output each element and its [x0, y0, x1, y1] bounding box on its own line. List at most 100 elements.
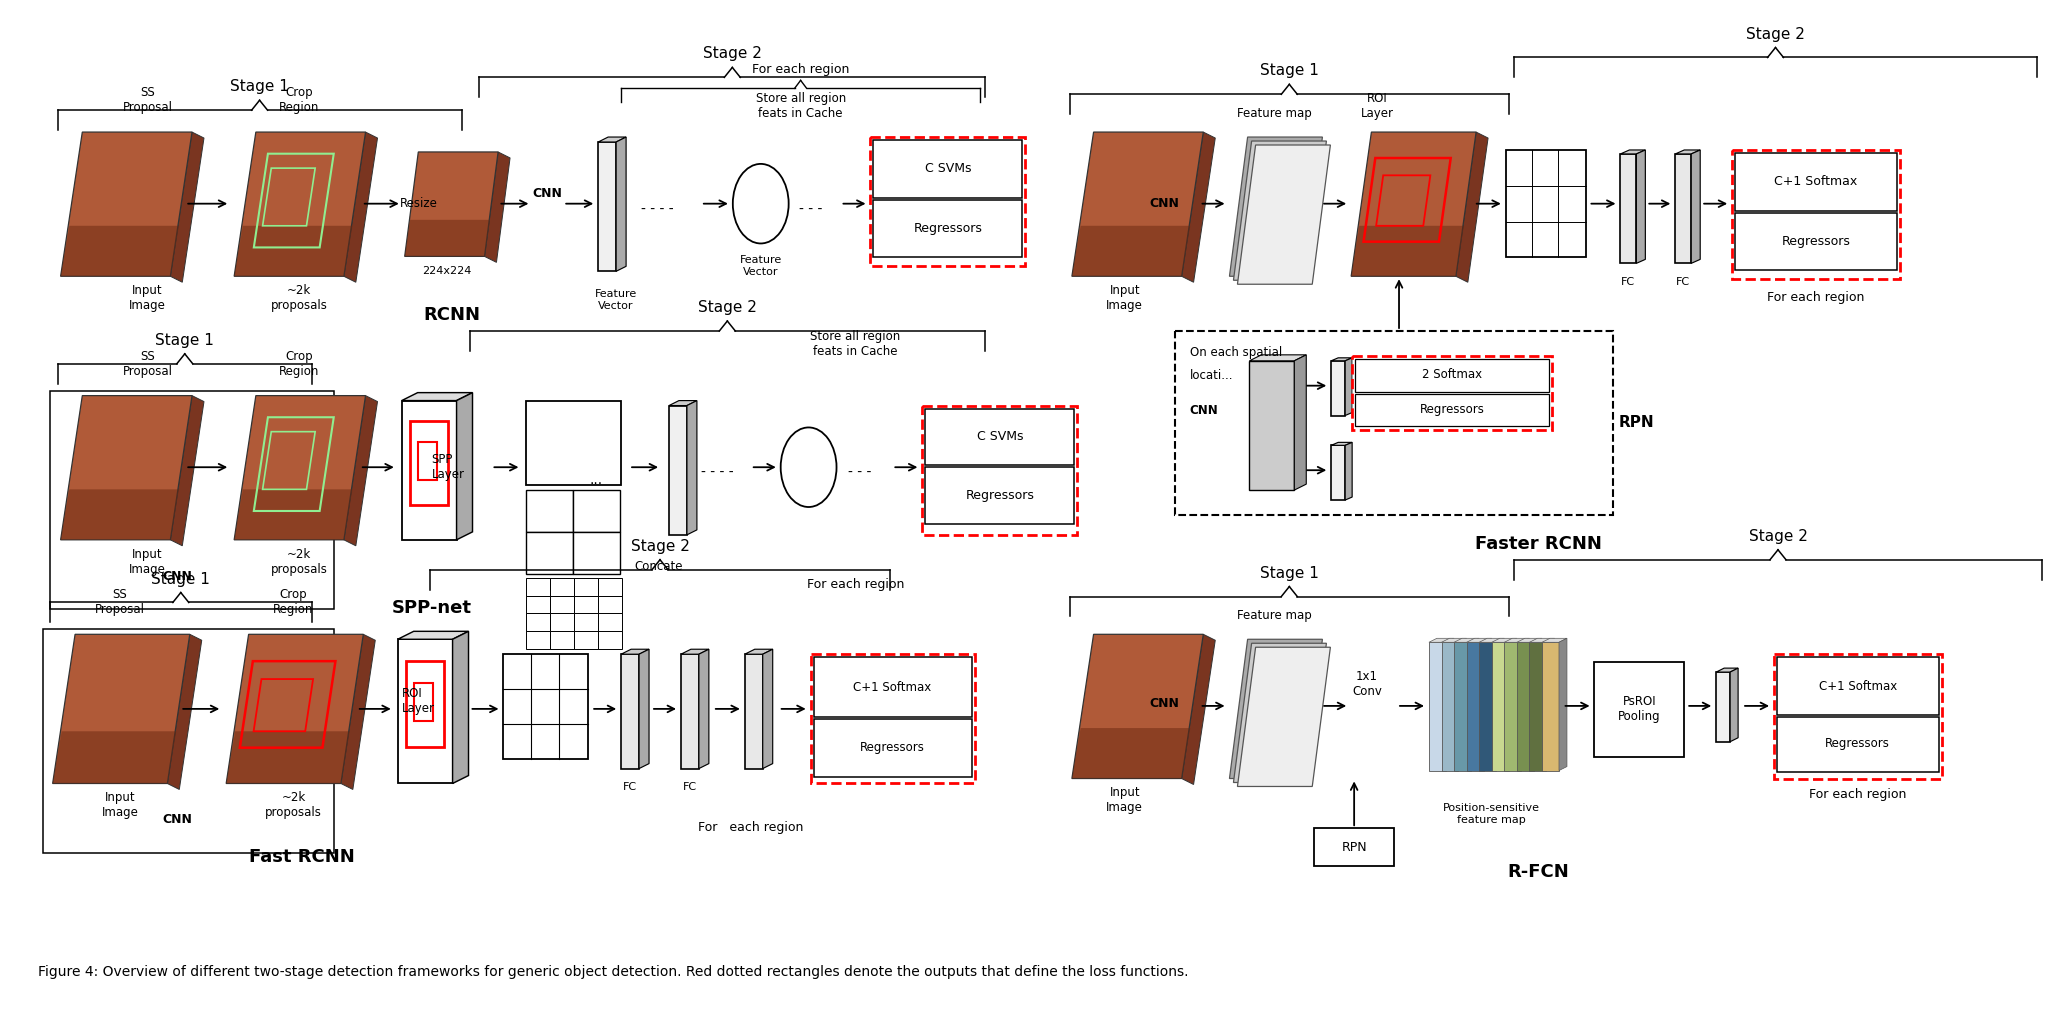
Text: ROI
Layer: ROI Layer [401, 687, 434, 715]
Text: CNN: CNN [163, 570, 192, 582]
Text: - - -: - - - [798, 201, 821, 215]
Bar [1249, 361, 1295, 490]
Text: R-FCN: R-FCN [1508, 863, 1570, 881]
Polygon shape [1491, 638, 1516, 642]
Bar [409, 422, 449, 505]
Text: Feature map: Feature map [1237, 610, 1311, 623]
Polygon shape [457, 392, 472, 539]
Polygon shape [405, 152, 498, 256]
Bar [503, 654, 587, 759]
Text: Stage 1: Stage 1 [151, 572, 211, 586]
Polygon shape [1731, 669, 1737, 742]
Bar [1594, 662, 1683, 757]
Bar [550, 595, 575, 614]
Text: ~2k
proposals: ~2k proposals [271, 548, 327, 576]
Polygon shape [1466, 638, 1491, 642]
Polygon shape [405, 219, 490, 256]
Bar [598, 631, 622, 649]
Polygon shape [1350, 132, 1477, 276]
Text: SS
Proposal: SS Proposal [95, 588, 145, 617]
Polygon shape [453, 631, 469, 783]
Text: Stage 1: Stage 1 [1259, 63, 1319, 78]
Bar [1175, 331, 1613, 515]
Text: Stage 2: Stage 2 [1750, 528, 1807, 544]
Bar [1675, 154, 1692, 263]
Polygon shape [1510, 638, 1516, 770]
Bar [1735, 212, 1896, 270]
Polygon shape [1470, 638, 1479, 770]
Polygon shape [225, 732, 349, 783]
Bar [1332, 445, 1344, 500]
Polygon shape [1237, 145, 1330, 284]
Text: 224x224: 224x224 [422, 266, 472, 276]
Bar [811, 654, 976, 783]
Polygon shape [1071, 226, 1191, 276]
Polygon shape [668, 400, 697, 405]
Text: Figure 4: Overview of different two-stage detection frameworks for generic objec: Figure 4: Overview of different two-stag… [37, 965, 1189, 979]
Polygon shape [1344, 358, 1352, 416]
Polygon shape [1543, 638, 1568, 642]
Bar [527, 531, 573, 574]
Text: ~2k
proposals: ~2k proposals [265, 791, 323, 820]
Polygon shape [1675, 150, 1700, 154]
Text: For each region: For each region [753, 63, 850, 76]
Polygon shape [598, 137, 627, 142]
Text: locati...: locati... [1189, 369, 1233, 382]
Bar [924, 408, 1073, 465]
Polygon shape [1454, 638, 1479, 642]
Bar [1776, 717, 1938, 771]
Bar [1506, 150, 1586, 257]
Text: FC: FC [1621, 277, 1636, 288]
Text: SS
Proposal: SS Proposal [122, 350, 172, 378]
Text: CNN: CNN [1189, 404, 1218, 417]
Text: Concate: Concate [635, 560, 682, 573]
Polygon shape [1344, 442, 1352, 500]
Bar [873, 140, 1022, 198]
Polygon shape [1332, 442, 1352, 445]
Text: Regressors: Regressors [966, 489, 1034, 502]
Polygon shape [343, 395, 378, 546]
Text: 1x1
Conv: 1x1 Conv [1352, 670, 1381, 698]
Ellipse shape [732, 164, 788, 244]
Text: Stage 1: Stage 1 [155, 333, 215, 347]
Bar [1315, 828, 1394, 866]
Text: Crop
Region: Crop Region [273, 588, 314, 617]
Bar [871, 137, 1026, 266]
Bar [575, 578, 598, 595]
Polygon shape [234, 132, 366, 276]
Text: - - - -: - - - - [701, 465, 734, 480]
Bar [527, 578, 550, 595]
Text: Input
Image: Input Image [101, 791, 139, 820]
Bar [527, 490, 573, 531]
Bar [1355, 359, 1549, 391]
Bar [744, 654, 763, 768]
Text: - - -: - - - [848, 465, 873, 480]
Text: FC: FC [682, 782, 697, 792]
Polygon shape [484, 152, 511, 262]
Text: C+1 Softmax: C+1 Softmax [1774, 176, 1857, 188]
Polygon shape [699, 649, 709, 768]
Text: CNN: CNN [531, 187, 562, 200]
Ellipse shape [782, 428, 838, 507]
Text: CNN: CNN [163, 814, 192, 826]
Bar [575, 631, 598, 649]
Text: Input
Image: Input Image [128, 284, 165, 312]
Polygon shape [1249, 355, 1307, 361]
Text: ~2k
proposals: ~2k proposals [271, 284, 327, 312]
Text: Input
Image: Input Image [1106, 786, 1144, 815]
Bar [680, 654, 699, 768]
Polygon shape [1446, 638, 1454, 770]
Polygon shape [1071, 634, 1204, 778]
Polygon shape [1495, 638, 1503, 770]
Bar [50, 390, 333, 610]
Bar [813, 657, 972, 717]
Polygon shape [744, 649, 773, 654]
Bar [1530, 642, 1547, 770]
Bar [527, 631, 550, 649]
Polygon shape [1181, 132, 1216, 282]
Polygon shape [52, 732, 176, 783]
Text: C+1 Softmax: C+1 Softmax [854, 681, 931, 694]
Bar [598, 142, 616, 271]
Bar [573, 531, 620, 574]
Bar [1518, 642, 1534, 770]
